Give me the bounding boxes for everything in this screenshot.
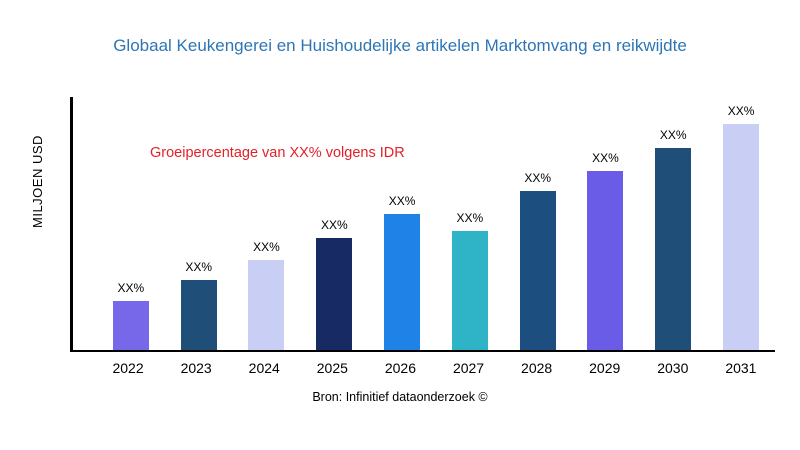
x-axis-tick: 2024 bbox=[248, 360, 280, 376]
x-axis-tick: 2022 bbox=[112, 360, 144, 376]
x-axis-tick: 2023 bbox=[180, 360, 212, 376]
bar-column: XX% bbox=[572, 97, 640, 350]
bar-value-label: XX% bbox=[659, 127, 687, 142]
bar-2030 bbox=[655, 147, 692, 350]
chart-title: Globaal Keukengerei en Huishoudelijke ar… bbox=[113, 36, 687, 55]
bar-column: XX% bbox=[300, 97, 368, 350]
bar-column: XX% bbox=[97, 97, 165, 350]
bar-column: XX% bbox=[504, 97, 572, 350]
bar-2031 bbox=[723, 124, 760, 350]
x-axis-ticks: 2022 2023 2024 2025 2026 2027 2028 2029 2030 2031 bbox=[70, 360, 775, 376]
bar-column: XX% bbox=[436, 97, 504, 350]
x-axis-tick: 2029 bbox=[589, 360, 621, 376]
bar-column: XX% bbox=[707, 97, 775, 350]
bar-2029 bbox=[587, 170, 624, 350]
bar-2028 bbox=[519, 191, 556, 350]
x-axis-tick: 2025 bbox=[316, 360, 348, 376]
bar-column: XX% bbox=[165, 97, 233, 350]
x-axis-tick: 2031 bbox=[725, 360, 757, 376]
bar-value-label: XX% bbox=[117, 281, 145, 296]
bar-column: XX% bbox=[233, 97, 301, 350]
source-caption: Bron: Infinitief dataonderzoek © bbox=[312, 390, 488, 404]
x-axis-tick: 2028 bbox=[521, 360, 553, 376]
bar-value-label: XX% bbox=[592, 150, 619, 165]
bar-column: XX% bbox=[639, 97, 707, 350]
bar-value-label: XX% bbox=[185, 259, 213, 274]
y-axis-label: MILJOEN USD bbox=[30, 135, 45, 228]
bar-2024 bbox=[248, 260, 285, 350]
plot-area: XX% XX% XX% XX% XX% XX% XX% XX% XX% XX% bbox=[70, 97, 775, 352]
bar-value-label: XX% bbox=[253, 240, 280, 255]
bar-value-label: XX% bbox=[727, 104, 755, 119]
bar-column: XX% bbox=[368, 97, 436, 350]
bar-value-label: XX% bbox=[456, 211, 484, 226]
bar-value-label: XX% bbox=[320, 218, 348, 233]
bar-2023 bbox=[180, 279, 217, 350]
growth-annotation: Groeipercentage van XX% volgens IDR bbox=[150, 145, 405, 161]
x-axis-tick: 2026 bbox=[384, 360, 416, 376]
x-axis-tick: 2027 bbox=[452, 360, 485, 376]
bar-2027 bbox=[451, 231, 488, 350]
bar-2022 bbox=[112, 301, 149, 350]
x-axis-tick: 2030 bbox=[657, 360, 689, 376]
bar-value-label: XX% bbox=[388, 193, 416, 208]
bar-2026 bbox=[384, 213, 421, 350]
bar-value-label: XX% bbox=[524, 171, 552, 186]
bar-2025 bbox=[316, 238, 353, 350]
